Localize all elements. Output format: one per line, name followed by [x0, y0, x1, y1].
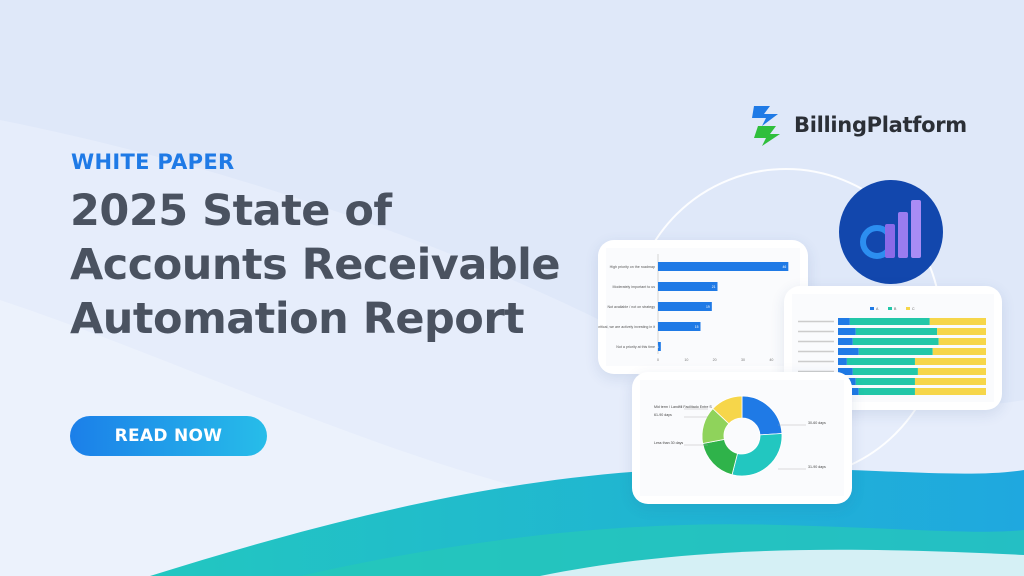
bar-chart: High priority on the roadmap 46 Moderately… [598, 248, 800, 366]
eyebrow-label: WHITE PAPER [71, 150, 235, 174]
legend-label: B [894, 307, 897, 311]
x-tick-label: 10 [684, 358, 688, 362]
bar [658, 262, 789, 271]
stacked-segment [929, 318, 986, 325]
title-line: Automation Report [70, 294, 525, 344]
stacked-segment [838, 338, 853, 345]
stacked-segment [838, 318, 850, 325]
stacked-segment [937, 328, 986, 335]
x-tick-label: 30 [741, 358, 745, 362]
bar-chart-card: High priority on the roadmap 46 Moderately… [598, 240, 808, 374]
stacked-segment [855, 328, 938, 335]
donut-label: 31-90 days [808, 465, 826, 469]
page-title: 2025 State of Accounts Receivable Automa… [70, 184, 630, 346]
bar-label: Not available / not on strategy [607, 305, 655, 309]
stacked-segment [914, 378, 986, 385]
bar-label: Moderately important to us [612, 285, 655, 289]
stacked-bar-chart: A B C [792, 294, 994, 402]
donut-chart: Mid term / Landfill Facilitado Entre S 61… [640, 380, 844, 496]
brand-name: BillingPlatform [794, 113, 967, 137]
donut-slice [712, 395, 743, 425]
analytics-badge [839, 180, 943, 284]
brand-logo[interactable]: BillingPlatform [748, 104, 967, 146]
stacked-segment [838, 368, 853, 375]
x-tick-label: 20 [713, 358, 717, 362]
stacked-segment [914, 388, 986, 395]
bar [658, 342, 661, 351]
stacked-segment [852, 338, 939, 345]
donut-label: 61-90 days [654, 413, 672, 417]
billingplatform-logo-icon [752, 106, 780, 146]
stacked-segment [932, 348, 986, 355]
title-line: 2025 State of [70, 186, 392, 236]
legend-label: C [912, 307, 915, 311]
x-tick-label: 0 [657, 358, 659, 362]
legend-swatch [888, 307, 892, 310]
stacked-segment [858, 348, 933, 355]
donut-slice [731, 433, 783, 477]
stacked-segment [849, 318, 930, 325]
legend-label: A [876, 307, 879, 311]
legend-swatch [906, 307, 910, 310]
bar-label: Not a priority at this time [616, 345, 655, 349]
donut-label: Mid term / Landfill Facilitado Entre S [654, 405, 712, 409]
x-tick-label: 40 [769, 358, 773, 362]
bar [658, 322, 701, 331]
legend-swatch [870, 307, 874, 310]
donut-label: Less than 30 days [654, 441, 683, 445]
stacked-segment [838, 358, 847, 365]
title-line: Accounts Receivable [70, 240, 561, 290]
stacked-segment [852, 368, 918, 375]
stacked-segment [855, 378, 915, 385]
bar-value-label: 15 [695, 325, 699, 329]
bar [658, 302, 712, 311]
analytics-bars-icon [860, 200, 921, 259]
stacked-segment [838, 348, 859, 355]
donut-label: 30-60 days [808, 421, 826, 425]
bar-value-label: 1 [657, 345, 659, 349]
bar-value-label: 19 [706, 305, 710, 309]
stacked-segment [846, 358, 915, 365]
bar-value-label: 21 [712, 285, 716, 289]
bar-label: It's critical, we are actively investing… [598, 325, 655, 329]
donut-chart-card: Mid term / Landfill Facilitado Entre S 61… [632, 372, 852, 504]
stacked-segment [917, 368, 986, 375]
bar [658, 282, 718, 291]
read-now-button[interactable]: READ NOW [70, 416, 267, 456]
stacked-segment [858, 388, 915, 395]
bar-value-label: 46 [783, 265, 787, 269]
stacked-segment [914, 358, 986, 365]
stacked-segment [938, 338, 986, 345]
bar-label: High priority on the roadmap [610, 265, 655, 269]
stacked-segment [838, 328, 856, 335]
